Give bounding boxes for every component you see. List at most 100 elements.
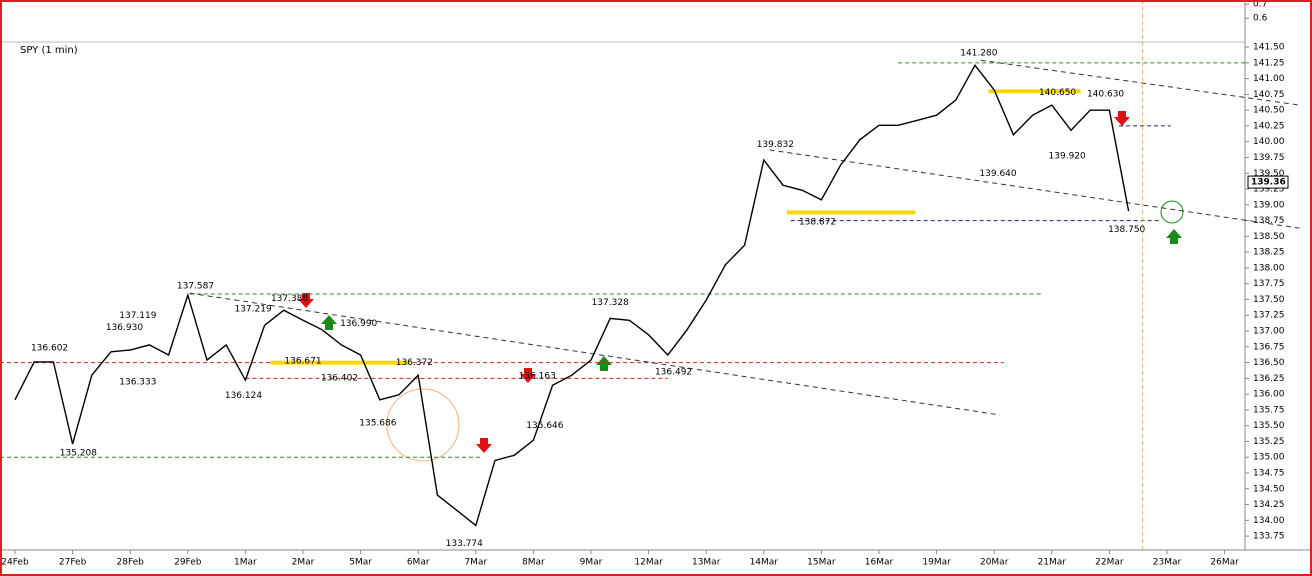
target-circle — [1160, 200, 1184, 224]
price-annotation: 136.671 — [284, 356, 321, 366]
x-tick-label: 20Mar — [980, 558, 1009, 568]
y-tick-label: 137.75 — [1253, 279, 1285, 289]
x-tick-label: 29Feb — [174, 558, 202, 568]
y-tick-label: 141.50 — [1253, 43, 1285, 53]
y-tick-label: 139.75 — [1253, 153, 1285, 163]
y-tick-label: 138.50 — [1253, 232, 1285, 242]
price-annotation: 136.402 — [321, 373, 358, 383]
x-tick-label: 16Mar — [865, 558, 894, 568]
y-tick-label: 140.75 — [1253, 90, 1285, 100]
x-tick-label: 1Mar — [234, 558, 257, 568]
y-tick-label: 140.50 — [1253, 106, 1285, 116]
x-tick-label: 23Mar — [1153, 558, 1182, 568]
y-tick-label: 138.75 — [1253, 216, 1285, 226]
price-annotation: 136.930 — [106, 323, 143, 333]
price-annotation: 137.328 — [592, 298, 629, 308]
chart-title: SPY (1 min) — [20, 45, 78, 56]
x-tick-label: 24Feb — [1, 558, 29, 568]
price-annotation: 137.587 — [177, 281, 214, 291]
y-tick-label: 141.00 — [1253, 74, 1285, 84]
price-annotation: 136.333 — [119, 378, 156, 388]
x-tick-label: 9Mar — [580, 558, 603, 568]
price-annotation: 135.646 — [526, 421, 563, 431]
price-annotation: 138.872 — [799, 217, 836, 227]
price-annotation: 135.686 — [359, 418, 396, 428]
x-tick-label: 22Mar — [1095, 558, 1124, 568]
x-tick-label: 15Mar — [807, 558, 836, 568]
x-tick-label: 28Feb — [117, 558, 145, 568]
price-annotation: 139.640 — [979, 169, 1016, 179]
y-tick-label: 134.50 — [1253, 484, 1285, 494]
price-annotation: 136.372 — [396, 358, 433, 368]
price-annotation: 139.832 — [757, 140, 794, 150]
sell-arrow — [520, 368, 536, 383]
price-annotation: 137.388 — [271, 294, 308, 304]
y-tick-label: 141.25 — [1253, 58, 1285, 68]
last-price-label: 139.36 — [1251, 178, 1286, 188]
last-price-box — [1247, 175, 1289, 189]
price-annotation: 136.492 — [655, 368, 692, 378]
price-annotation: 136.124 — [225, 391, 262, 401]
indicator-tick-label: 0.6 — [1253, 14, 1268, 24]
indicator-tick-label: 0.7 — [1253, 0, 1267, 10]
y-tick-label: 134.75 — [1253, 469, 1285, 479]
y-tick-label: 136.25 — [1253, 374, 1285, 384]
y-tick-label: 136.75 — [1253, 342, 1285, 352]
price-annotation: 140.630 — [1087, 89, 1124, 99]
price-annotation: 135.208 — [60, 449, 97, 459]
price-annotation: 136.990 — [340, 319, 377, 329]
price-line — [14, 64, 1130, 527]
y-tick-label: 140.00 — [1253, 137, 1285, 147]
price-annotation: 137.119 — [119, 311, 156, 321]
y-tick-label: 133.75 — [1253, 532, 1285, 542]
trendline — [189, 292, 1001, 416]
price-annotation: 133.774 — [446, 539, 483, 549]
x-tick-label: 5Mar — [349, 558, 372, 568]
x-tick-label: 8Mar — [522, 558, 545, 568]
y-tick-label: 139.50 — [1253, 169, 1285, 179]
sell-arrow — [476, 438, 492, 453]
y-tick-label: 137.00 — [1253, 327, 1285, 337]
x-tick-label: 26Mar — [1210, 558, 1239, 568]
price-annotation: 140.650 — [1039, 88, 1076, 98]
x-tick-label: 2Mar — [292, 558, 315, 568]
x-tick-label: 12Mar — [634, 558, 663, 568]
price-annotation: 138.750 — [1108, 225, 1145, 235]
signal-arrows — [298, 111, 1184, 462]
price-annotation: 139.920 — [1049, 151, 1086, 161]
y-tick-label: 134.25 — [1253, 500, 1285, 510]
y-tick-label: 137.50 — [1253, 295, 1285, 305]
sell-arrow — [1114, 111, 1130, 126]
y-tick-label: 140.25 — [1253, 121, 1285, 131]
y-tick-label: 137.25 — [1253, 311, 1285, 321]
buy-arrow — [1166, 229, 1182, 244]
buy-arrow — [321, 315, 337, 330]
y-tick-label: 135.75 — [1253, 405, 1285, 415]
y-tick-label: 138.00 — [1253, 263, 1285, 273]
y-tick-label: 136.00 — [1253, 390, 1285, 400]
x-tick-label: 7Mar — [464, 558, 487, 568]
curve-circle — [386, 388, 460, 462]
sell-arrow — [298, 293, 314, 308]
y-tick-label: 135.25 — [1253, 437, 1285, 447]
price-annotation: 136.602 — [31, 344, 68, 354]
price-annotation: 141.280 — [960, 48, 997, 58]
y-tick-label: 139.25 — [1253, 185, 1285, 195]
x-tick-label: 13Mar — [692, 558, 721, 568]
y-tick-label: 139.00 — [1253, 200, 1285, 210]
y-tick-label: 136.50 — [1253, 358, 1285, 368]
x-tick-label: 21Mar — [1038, 558, 1067, 568]
y-tick-label: 134.00 — [1253, 516, 1285, 526]
price-annotation: 136.163 — [519, 371, 556, 381]
buy-arrow — [596, 356, 612, 371]
x-tick-label: 27Feb — [59, 558, 87, 568]
y-tick-label: 138.25 — [1253, 248, 1285, 258]
y-tick-label: 135.00 — [1253, 453, 1285, 463]
x-tick-label: 19Mar — [922, 558, 951, 568]
y-tick-label: 135.50 — [1253, 421, 1285, 431]
x-tick-label: 14Mar — [750, 558, 779, 568]
